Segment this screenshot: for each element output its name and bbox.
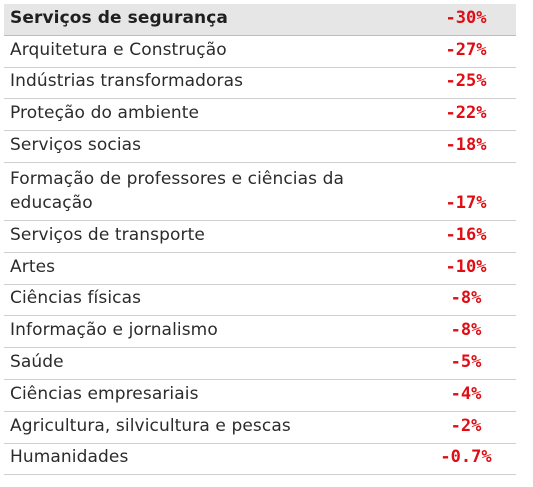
row-value: -27% bbox=[445, 39, 487, 60]
row-value: -16% bbox=[445, 224, 487, 245]
row-value: -18% bbox=[445, 134, 487, 155]
row-value: -25% bbox=[445, 71, 487, 92]
table-row: Artes -10% bbox=[4, 253, 516, 285]
row-value: -0.7% bbox=[440, 447, 492, 468]
row-value: -22% bbox=[445, 103, 487, 124]
row-value: -30% bbox=[445, 7, 487, 28]
table-row: Serviços de segurança -30% bbox=[4, 4, 516, 36]
table-row: Saúde -5% bbox=[4, 348, 516, 380]
table-row: Humanidades -0.7% bbox=[4, 444, 516, 476]
table-row: Serviços socias -18% bbox=[4, 131, 516, 163]
row-label: Serviços de segurança bbox=[10, 7, 229, 28]
row-label: Formação de professores e ciências da ed… bbox=[10, 168, 344, 213]
row-value: -8% bbox=[450, 288, 482, 309]
row-label: Serviços de transporte bbox=[10, 224, 205, 245]
row-value: -17% bbox=[445, 192, 487, 213]
row-value: -8% bbox=[450, 320, 482, 341]
row-label: Indústrias transformadoras bbox=[10, 71, 244, 92]
row-label: Saúde bbox=[10, 351, 64, 372]
row-label: Humanidades bbox=[10, 447, 129, 468]
row-label: Proteção do ambiente bbox=[10, 103, 200, 124]
table-row: Arquitetura e Construção -27% bbox=[4, 36, 516, 68]
row-label: Artes bbox=[10, 256, 56, 277]
row-value: -4% bbox=[450, 383, 482, 404]
row-value: -5% bbox=[450, 351, 482, 372]
table-row: Ciências físicas -8% bbox=[4, 285, 516, 317]
table-row: Ciências empresariais -4% bbox=[4, 380, 516, 412]
table-row: Informação e jornalismo -8% bbox=[4, 316, 516, 349]
table-row: Indústrias transformadoras -25% bbox=[4, 68, 516, 100]
table-row: Formação de professores e ciências da ed… bbox=[4, 163, 516, 221]
row-label: Informação e jornalismo bbox=[10, 320, 218, 341]
row-label: Ciências empresariais bbox=[10, 383, 199, 404]
row-label: Arquitetura e Construção bbox=[10, 39, 227, 60]
table-row: Agricultura, silvicultura e pescas -2% bbox=[4, 412, 516, 444]
row-label: Agricultura, silvicultura e pescas bbox=[10, 415, 291, 436]
change-table: Serviços de segurança -30% Arquitetura e… bbox=[4, 4, 516, 476]
table-row: Serviços de transporte -16% bbox=[4, 221, 516, 253]
table-row: Proteção do ambiente -22% bbox=[4, 99, 516, 132]
row-value: -10% bbox=[445, 256, 487, 277]
row-value: -2% bbox=[450, 415, 482, 436]
row-label: Ciências físicas bbox=[10, 288, 142, 309]
row-label: Serviços socias bbox=[10, 134, 142, 155]
